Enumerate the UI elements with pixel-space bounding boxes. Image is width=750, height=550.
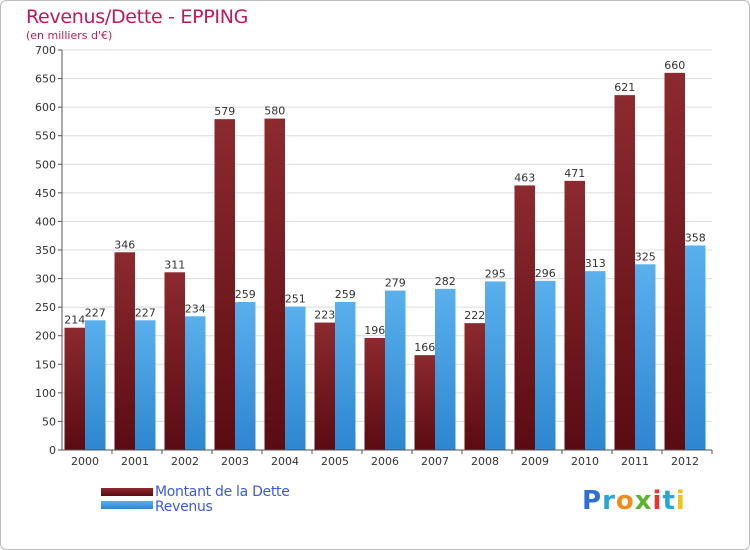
y-tick-label: 0 (49, 444, 56, 457)
y-tick-label: 200 (35, 330, 56, 343)
bar-revenus (185, 316, 206, 450)
data-label-revenus: 251 (285, 293, 306, 306)
logo-letter: o (615, 486, 635, 516)
data-label-debt: 463 (514, 171, 535, 184)
data-label-revenus: 295 (485, 267, 506, 280)
bar-debt (414, 355, 435, 450)
x-tick-label: 2004 (271, 455, 299, 468)
proxiti-logo: Proxiti (582, 486, 686, 516)
bar-debt (664, 72, 685, 450)
axes: 0 50 100 150 200 250 300 350 400 450 500 550 600 650 7… (35, 44, 713, 468)
bar-debt (214, 119, 235, 451)
data-label-debt: 166 (414, 341, 435, 354)
x-tick-label: 2003 (221, 455, 249, 468)
data-label-revenus: 296 (535, 267, 556, 280)
bar-revenus (235, 302, 256, 450)
y-tick-label: 350 (35, 244, 56, 257)
y-tick-label: 700 (35, 44, 56, 57)
bar-debt (514, 185, 535, 450)
x-tick-label: 2012 (671, 455, 699, 468)
bar-revenus (685, 245, 706, 450)
data-label-debt: 471 (564, 167, 585, 180)
legend-label-revenus: Revenus (155, 499, 213, 515)
bar-revenus (435, 288, 456, 450)
legend-swatch-debt (101, 488, 153, 496)
data-label-revenus: 227 (135, 306, 156, 319)
bar-revenus (585, 271, 606, 450)
data-label-debt: 311 (164, 258, 185, 271)
y-tick-label: 650 (35, 73, 56, 86)
x-tick-label: 2008 (471, 455, 499, 468)
data-label-debt: 214 (64, 314, 85, 327)
y-tick-label: 250 (35, 301, 56, 314)
x-tick-label: 2000 (71, 455, 99, 468)
chart-subtitle: (en milliers d'€) (26, 29, 113, 42)
legend-label-debt: Montant de la Dette (155, 484, 290, 500)
y-tick-label: 400 (35, 215, 56, 228)
data-label-debt: 346 (114, 238, 135, 251)
bar-revenus (485, 281, 506, 450)
chart-title: Revenus/Dette - EPPING (26, 6, 249, 28)
x-tick-label: 2006 (371, 455, 399, 468)
logo-letter: P (582, 486, 603, 516)
bar-debt (164, 272, 185, 450)
bar-debt (264, 118, 285, 451)
logo-letter: t (662, 486, 676, 516)
y-tick-label: 450 (35, 187, 56, 200)
logo-letter: r (602, 486, 616, 516)
legend-swatch-revenus (101, 501, 153, 509)
x-tick-label: 2002 (171, 455, 199, 468)
x-tick-label: 2001 (121, 455, 149, 468)
data-label-revenus: 234 (185, 302, 206, 315)
data-label-revenus: 358 (685, 231, 706, 244)
y-tick-label: 100 (35, 387, 56, 400)
bar-revenus (335, 302, 356, 450)
bar-debt (564, 180, 585, 450)
x-tick-label: 2011 (621, 455, 649, 468)
x-tick-label: 2009 (521, 455, 549, 468)
data-label-debt: 621 (614, 81, 635, 94)
logo-letter: x (634, 486, 653, 516)
y-tick-label: 150 (35, 358, 56, 371)
data-label-revenus: 279 (385, 277, 406, 290)
data-label-revenus: 259 (335, 288, 356, 301)
data-label-revenus: 282 (435, 275, 456, 288)
bar-revenus (285, 306, 306, 450)
logo-letter: i (675, 486, 686, 516)
y-tick-label: 300 (35, 273, 56, 286)
data-label-debt: 579 (214, 105, 235, 118)
bar-revenus (135, 320, 156, 450)
data-label-debt: 580 (264, 105, 285, 118)
x-tick-label: 2005 (321, 455, 349, 468)
data-label-revenus: 325 (635, 250, 656, 263)
bar-debt (64, 327, 85, 450)
x-tick-label: 2010 (571, 455, 599, 468)
data-label-debt: 223 (314, 309, 335, 322)
bar-debt (114, 252, 135, 450)
bar-revenus (635, 264, 656, 450)
bar-debt (364, 338, 385, 450)
x-tick-label: 2007 (421, 455, 449, 468)
data-label-debt: 660 (664, 59, 685, 72)
bar-revenus (535, 280, 556, 450)
bar-revenus (385, 290, 406, 450)
bar-debt (314, 322, 335, 450)
data-label-revenus: 313 (585, 257, 606, 270)
data-label-revenus: 259 (235, 288, 256, 301)
data-label-debt: 222 (464, 309, 485, 322)
logo-letter: i (652, 486, 663, 516)
bar-debt (614, 95, 635, 451)
bars (64, 72, 706, 451)
y-tick-label: 500 (35, 158, 56, 171)
bar-revenus (85, 320, 106, 450)
data-labels: 2142273462273112345792595802512232591962… (64, 59, 706, 354)
y-tick-label: 50 (42, 415, 56, 428)
y-tick-label: 550 (35, 130, 56, 143)
bar-debt (464, 323, 485, 450)
y-tick-label: 600 (35, 101, 56, 114)
data-label-revenus: 227 (85, 306, 106, 319)
data-label-debt: 196 (364, 324, 385, 337)
